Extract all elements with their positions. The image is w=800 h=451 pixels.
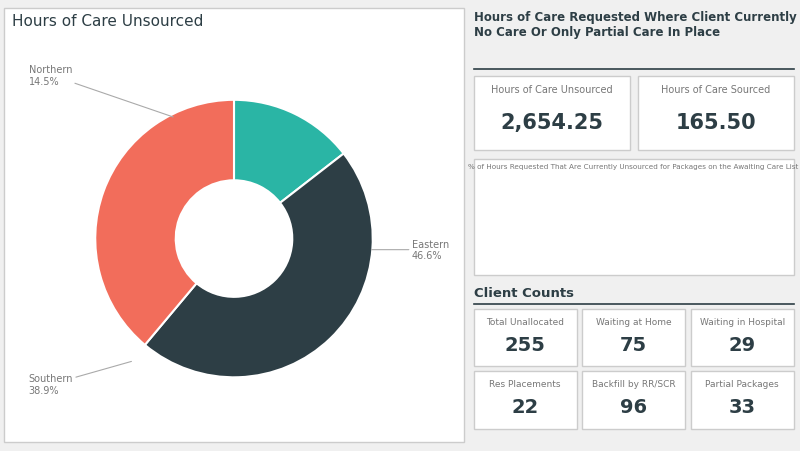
Text: Hours of Care Requested Where Client Currently Has
No Care Or Only Partial Care : Hours of Care Requested Where Client Cur… xyxy=(474,11,800,39)
Text: Hours of Care Unsourced: Hours of Care Unsourced xyxy=(12,14,203,28)
Text: 96: 96 xyxy=(620,397,647,416)
Wedge shape xyxy=(557,177,709,254)
Text: Southern
38.9%: Southern 38.9% xyxy=(29,362,131,395)
Wedge shape xyxy=(145,154,373,377)
Text: Waiting in Hospital: Waiting in Hospital xyxy=(699,317,785,326)
Text: Partial Packages: Partial Packages xyxy=(706,379,779,388)
Text: Hours of Care Unsourced: Hours of Care Unsourced xyxy=(490,85,613,95)
Text: Total Unallocated: Total Unallocated xyxy=(486,317,564,326)
Text: 29: 29 xyxy=(729,335,756,354)
Wedge shape xyxy=(234,101,344,203)
Text: 2,654.25: 2,654.25 xyxy=(500,113,603,133)
Text: Res Placements: Res Placements xyxy=(490,379,561,388)
Text: Client Counts: Client Counts xyxy=(474,286,574,299)
Text: 255: 255 xyxy=(505,335,546,354)
Wedge shape xyxy=(95,101,234,345)
Text: Northern
14.5%: Northern 14.5% xyxy=(29,65,173,118)
Text: Backfill by RR/SCR: Backfill by RR/SCR xyxy=(592,379,675,388)
Text: 0.00%: 0.00% xyxy=(539,263,563,272)
Text: 165.50: 165.50 xyxy=(675,113,756,133)
Text: 94.13%: 94.13% xyxy=(589,228,678,252)
Text: Eastern
46.6%: Eastern 46.6% xyxy=(371,239,449,261)
Text: 100.00%: 100.00% xyxy=(699,263,733,272)
Text: Waiting at Home: Waiting at Home xyxy=(596,317,671,326)
Text: % of Hours Requested That Are Currently Unsourced for Packages on the Awaiting C: % of Hours Requested That Are Currently … xyxy=(469,164,798,170)
Text: 33: 33 xyxy=(729,397,756,416)
Text: 75: 75 xyxy=(620,335,647,354)
Text: 22: 22 xyxy=(511,397,538,416)
Text: Hours of Care Sourced: Hours of Care Sourced xyxy=(661,85,770,95)
Wedge shape xyxy=(557,177,710,254)
